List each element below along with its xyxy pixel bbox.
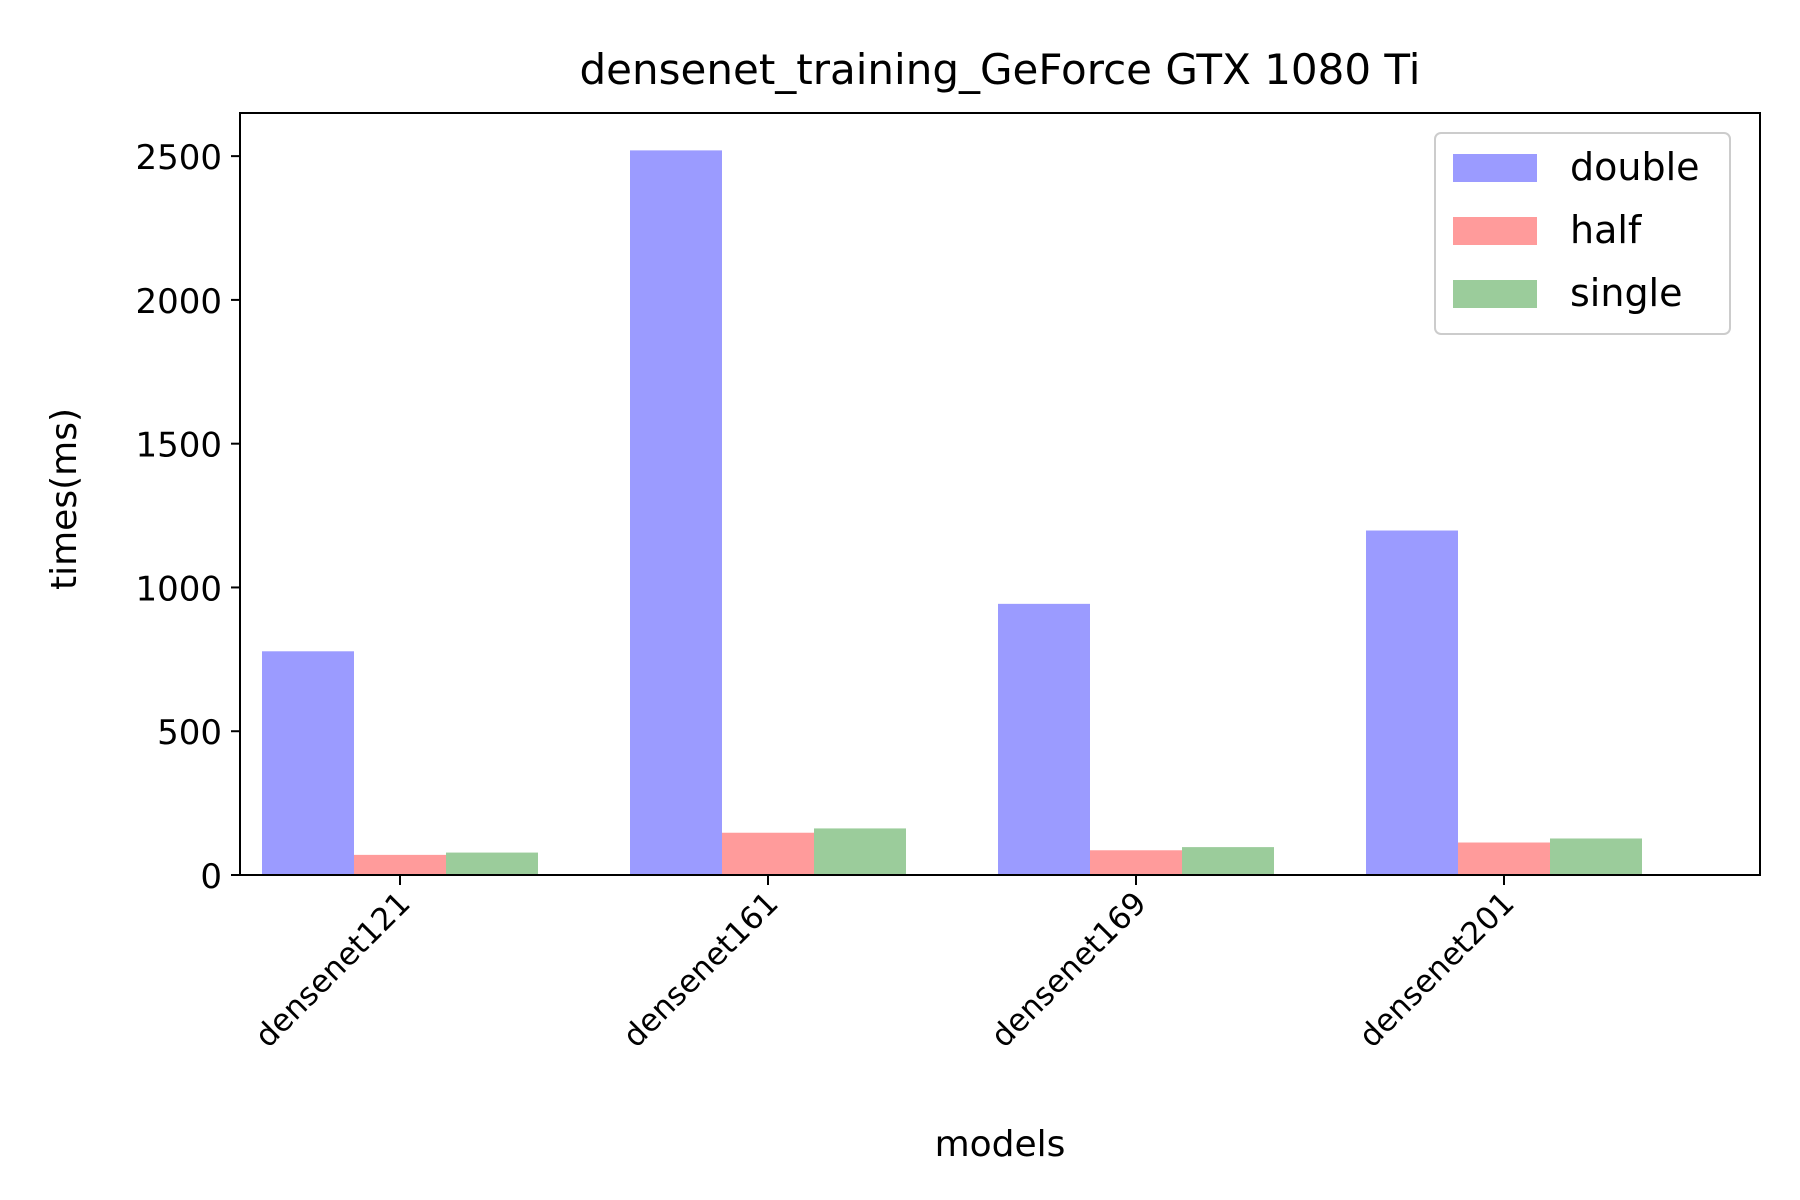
x-tick-label: densenet161 [616,885,785,1054]
bar-double-densenet201 [1366,530,1458,875]
x-axis-label: models [935,1124,1066,1165]
bar-double-densenet169 [998,603,1090,875]
legend-swatch-double [1453,154,1537,182]
chart-title: densenet_training_GeForce GTX 1080 Ti [580,45,1421,94]
bars-layer [262,150,1642,876]
bar-half-densenet161 [722,832,814,875]
bar-single-densenet121 [446,852,538,875]
bar-double-densenet161 [630,150,722,876]
y-tick-label: 2000 [135,282,222,322]
legend-swatch-half [1453,217,1537,245]
y-axis: 0 500 1000 1500 2000 2500 [135,138,240,897]
bar-double-densenet121 [262,651,354,875]
legend-label-half: half [1570,208,1643,252]
y-tick-label: 1500 [135,426,222,466]
x-axis: densenet121 densenet161 densenet169 densene… [248,875,1522,1055]
bar-single-densenet161 [814,828,906,875]
y-tick-label: 1000 [135,569,222,609]
x-tick-label: densenet201 [1352,885,1521,1054]
y-axis-label: times(ms) [44,408,85,590]
legend-label-single: single [1570,271,1683,315]
y-tick-label: 2500 [135,138,222,178]
bar-single-densenet169 [1182,847,1274,875]
legend: double half single [1434,132,1731,335]
bar-single-densenet201 [1550,838,1642,875]
legend-label-double: double [1570,145,1700,189]
bar-half-densenet121 [354,854,446,875]
legend-swatch-single [1453,280,1537,308]
x-tick-label: densenet169 [984,885,1153,1054]
y-tick-label: 0 [200,857,222,897]
bar-half-densenet169 [1090,850,1182,875]
y-tick-label: 500 [157,713,222,753]
bar-half-densenet201 [1458,842,1550,875]
x-tick-label: densenet121 [248,885,417,1054]
plot-frame [239,112,1761,876]
